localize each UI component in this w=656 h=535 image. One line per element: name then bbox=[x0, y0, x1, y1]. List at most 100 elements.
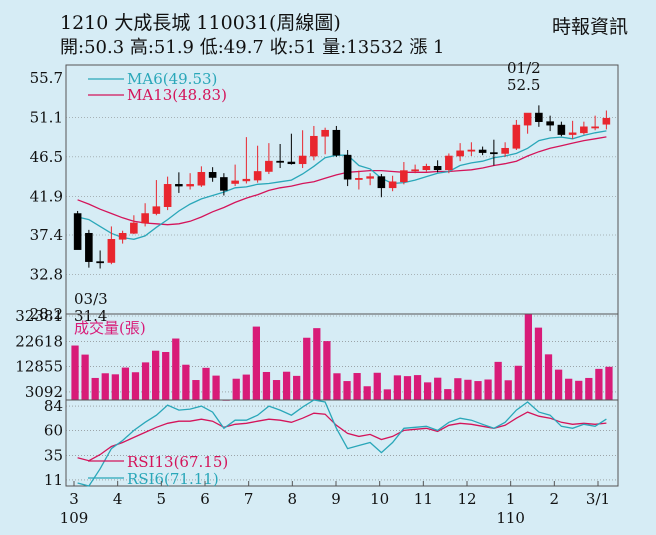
volume-bar bbox=[323, 341, 331, 400]
candle-body bbox=[321, 129, 329, 137]
ma13-legend-label: MA13(48.83) bbox=[127, 86, 227, 104]
volume-bar bbox=[363, 386, 371, 400]
candle-body bbox=[445, 155, 453, 171]
volume-bar bbox=[202, 367, 210, 400]
rsi-tick-label: 84 bbox=[44, 397, 63, 415]
candle-body bbox=[377, 176, 386, 189]
rsi6-legend-label: RSI6(71.11) bbox=[127, 470, 219, 488]
candle-body bbox=[208, 172, 217, 178]
volume-bar bbox=[252, 326, 260, 400]
volume-bar bbox=[494, 361, 502, 400]
volume-bar bbox=[544, 354, 553, 400]
ma13-line bbox=[77, 136, 607, 226]
volume-bar bbox=[272, 380, 281, 400]
volume-bar bbox=[413, 375, 422, 400]
candle-body bbox=[231, 180, 239, 184]
candle-body bbox=[73, 213, 82, 250]
rsi-tick-label: 60 bbox=[44, 421, 63, 439]
quote-stats: 開:50.3 高:51.9 低:49.7 收:51 量:13532 漲 1 bbox=[60, 37, 445, 58]
candle-body bbox=[456, 150, 464, 157]
volume-bar bbox=[373, 372, 381, 400]
candle-body bbox=[591, 126, 599, 129]
candle-body bbox=[141, 213, 149, 224]
volume-bar bbox=[232, 378, 240, 400]
candle-body bbox=[366, 176, 374, 179]
volume-bar bbox=[424, 382, 432, 400]
candle-body bbox=[175, 184, 183, 187]
volume-bar bbox=[575, 380, 583, 400]
candle-body bbox=[478, 149, 487, 153]
x-tick-label: 5 bbox=[157, 490, 167, 508]
candle-body bbox=[433, 166, 442, 171]
candle-body bbox=[546, 121, 554, 126]
volume-bar bbox=[464, 379, 472, 400]
volume-bar bbox=[454, 378, 462, 400]
x-tick-label: 9 bbox=[331, 490, 341, 508]
volume-bar bbox=[383, 389, 391, 400]
price-tick-label: 32.8 bbox=[30, 266, 63, 284]
candle-body bbox=[422, 166, 431, 171]
volume-bar bbox=[434, 377, 442, 400]
volume-bar bbox=[262, 371, 271, 400]
high-value-annotation: 52.5 bbox=[507, 76, 540, 94]
candle-body bbox=[276, 160, 284, 163]
x-tick-label: 12 bbox=[457, 490, 476, 508]
candle-body bbox=[523, 112, 532, 126]
candle-body bbox=[535, 112, 543, 122]
volume-bar bbox=[303, 337, 311, 400]
candle-body bbox=[310, 135, 318, 157]
candle-body bbox=[265, 160, 273, 172]
candle-body bbox=[242, 178, 251, 182]
x-tick-label: 4 bbox=[113, 490, 123, 508]
volume-bar bbox=[403, 376, 412, 400]
volume-bar bbox=[192, 380, 200, 400]
candle-body bbox=[130, 222, 138, 234]
rsi13-legend-label: RSI13(67.15) bbox=[127, 453, 228, 471]
volume-panel-title: 成交量(張) bbox=[74, 319, 146, 337]
rsi6-line bbox=[77, 399, 607, 487]
rsi-panel-frame bbox=[65, 399, 619, 487]
low-date-annotation: 03/3 bbox=[74, 290, 108, 308]
candle-body bbox=[197, 172, 206, 186]
candle-body bbox=[85, 232, 93, 262]
volume-bar bbox=[353, 373, 361, 400]
volume-bar bbox=[504, 380, 512, 400]
candle-body bbox=[501, 147, 509, 154]
candle-body bbox=[332, 129, 341, 156]
volume-bar bbox=[111, 374, 119, 400]
rsi-tick-label: 11 bbox=[44, 471, 63, 489]
volume-bar bbox=[524, 314, 532, 400]
candle-body bbox=[580, 126, 588, 134]
price-tick-label: 37.4 bbox=[30, 226, 63, 244]
price-tick-label: 41.9 bbox=[30, 187, 63, 205]
candle-body bbox=[298, 155, 307, 165]
candle-body bbox=[107, 239, 116, 263]
candle-body bbox=[163, 184, 172, 207]
volume-bar bbox=[313, 328, 321, 400]
volume-tick-label: 12855 bbox=[15, 358, 63, 376]
volume-bar bbox=[152, 350, 160, 400]
volume-bar bbox=[162, 352, 170, 400]
volume-bar bbox=[554, 369, 563, 400]
volume-bar bbox=[131, 372, 140, 400]
candle-body bbox=[490, 152, 498, 155]
candle-body bbox=[118, 232, 127, 240]
volume-bar bbox=[212, 375, 220, 400]
volume-bar bbox=[565, 378, 573, 400]
candle-body bbox=[220, 177, 228, 191]
price-tick-label: 46.5 bbox=[30, 148, 63, 166]
volume-bar bbox=[534, 327, 543, 400]
volume-bar bbox=[141, 362, 150, 400]
volume-bar bbox=[172, 338, 180, 400]
volume-bar bbox=[393, 375, 402, 400]
volume-bar bbox=[91, 377, 99, 400]
candle-body bbox=[355, 178, 363, 180]
volume-bar bbox=[333, 373, 341, 400]
candle-body bbox=[287, 161, 296, 165]
rsi-tick-label: 35 bbox=[44, 447, 63, 465]
x-tick-label: 3 bbox=[69, 490, 79, 508]
candle-body bbox=[602, 117, 611, 125]
volume-bar bbox=[293, 375, 301, 400]
x-tick-label: 1 bbox=[506, 490, 516, 508]
volume-bar bbox=[444, 389, 452, 400]
